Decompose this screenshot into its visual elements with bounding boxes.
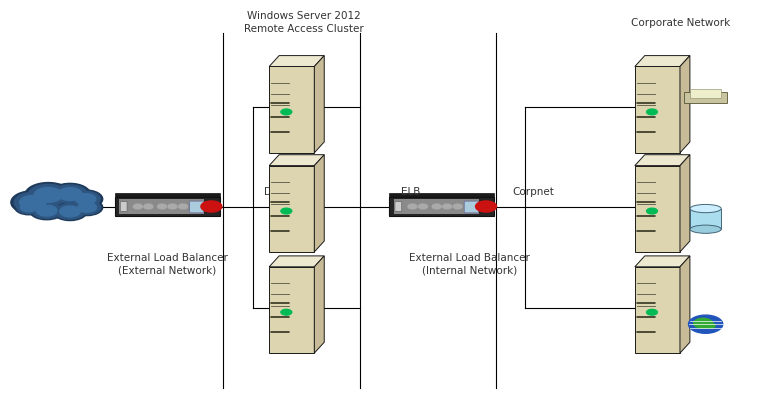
Circle shape: [29, 184, 68, 205]
Polygon shape: [690, 209, 721, 229]
Circle shape: [25, 183, 72, 207]
Circle shape: [50, 183, 90, 205]
Circle shape: [74, 200, 100, 214]
Circle shape: [19, 195, 46, 209]
Circle shape: [647, 208, 657, 214]
Circle shape: [705, 323, 715, 328]
Polygon shape: [269, 267, 314, 353]
Polygon shape: [680, 56, 690, 153]
Polygon shape: [680, 256, 690, 353]
FancyBboxPatch shape: [395, 202, 401, 211]
Polygon shape: [314, 56, 324, 153]
Polygon shape: [314, 155, 324, 252]
Text: Corporate Network: Corporate Network: [631, 18, 731, 28]
Polygon shape: [635, 256, 690, 267]
Polygon shape: [690, 89, 721, 98]
Polygon shape: [635, 56, 690, 66]
Circle shape: [58, 188, 82, 201]
Circle shape: [178, 204, 187, 209]
FancyBboxPatch shape: [464, 201, 478, 213]
Circle shape: [32, 203, 61, 218]
Polygon shape: [269, 155, 324, 166]
Circle shape: [168, 204, 177, 209]
Polygon shape: [389, 192, 495, 197]
Polygon shape: [394, 199, 478, 214]
FancyBboxPatch shape: [121, 202, 127, 211]
Circle shape: [75, 194, 96, 204]
Circle shape: [37, 205, 57, 216]
Polygon shape: [635, 155, 690, 166]
Circle shape: [30, 202, 64, 220]
Text: ELB: ELB: [401, 187, 420, 197]
Circle shape: [475, 201, 496, 212]
Text: DMZ: DMZ: [265, 187, 288, 197]
Circle shape: [144, 204, 152, 209]
Circle shape: [281, 208, 292, 214]
Circle shape: [408, 204, 417, 209]
Circle shape: [453, 204, 462, 209]
Circle shape: [647, 109, 657, 115]
Circle shape: [281, 109, 292, 115]
Circle shape: [17, 201, 40, 214]
Polygon shape: [269, 166, 314, 252]
FancyBboxPatch shape: [190, 201, 204, 213]
Text: Internet: Internet: [33, 187, 75, 197]
Circle shape: [419, 204, 427, 209]
Circle shape: [34, 188, 62, 202]
Polygon shape: [684, 92, 727, 103]
Circle shape: [53, 185, 87, 203]
Circle shape: [432, 204, 441, 209]
Ellipse shape: [690, 225, 721, 233]
Circle shape: [55, 204, 85, 219]
Circle shape: [11, 191, 54, 214]
Circle shape: [15, 200, 43, 215]
Circle shape: [443, 204, 452, 209]
Circle shape: [14, 192, 51, 212]
Circle shape: [157, 204, 166, 209]
Circle shape: [71, 191, 100, 207]
Circle shape: [689, 315, 723, 333]
Polygon shape: [115, 192, 219, 197]
Text: External Load Balancer
(Internal Network): External Load Balancer (Internal Network…: [409, 253, 531, 276]
Circle shape: [281, 309, 292, 315]
Circle shape: [68, 190, 103, 208]
Circle shape: [60, 206, 80, 217]
Polygon shape: [115, 197, 219, 216]
Ellipse shape: [690, 204, 721, 213]
Circle shape: [72, 199, 103, 216]
Polygon shape: [389, 197, 495, 216]
Polygon shape: [269, 256, 324, 267]
Polygon shape: [680, 155, 690, 252]
Polygon shape: [119, 199, 204, 214]
Polygon shape: [269, 56, 324, 66]
Text: Windows Server 2012
Remote Access Cluster: Windows Server 2012 Remote Access Cluste…: [244, 11, 363, 34]
Circle shape: [133, 204, 142, 209]
Polygon shape: [635, 166, 680, 252]
Circle shape: [694, 318, 713, 328]
Circle shape: [78, 202, 96, 212]
Polygon shape: [314, 256, 324, 353]
Circle shape: [201, 201, 222, 212]
Polygon shape: [635, 267, 680, 353]
Circle shape: [53, 202, 87, 221]
Text: Corpnet: Corpnet: [512, 187, 554, 197]
Polygon shape: [635, 66, 680, 153]
Circle shape: [20, 203, 37, 212]
Circle shape: [647, 309, 657, 315]
Polygon shape: [269, 66, 314, 153]
Text: External Load Balancer
(External Network): External Load Balancer (External Network…: [107, 253, 228, 276]
